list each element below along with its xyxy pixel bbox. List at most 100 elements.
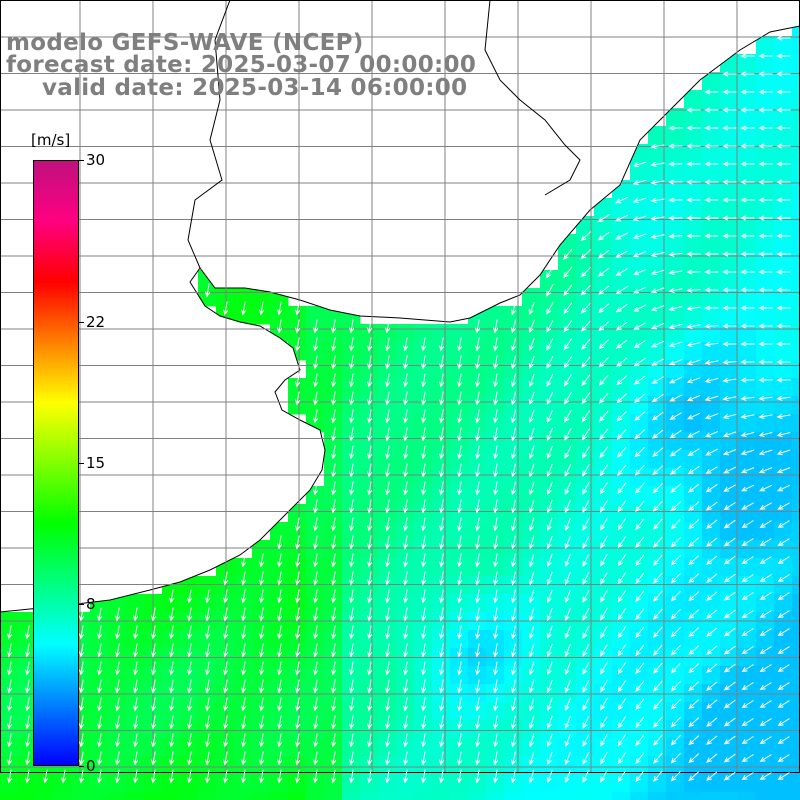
wind-arrow — [758, 161, 773, 167]
wind-arrow — [686, 125, 701, 131]
country-border — [484, 0, 581, 196]
wind-arrow — [723, 735, 736, 745]
wind-arrow — [758, 359, 773, 365]
wind-speed-cell — [522, 360, 541, 379]
wind-arrow — [617, 518, 627, 531]
wind-speed-cell — [540, 342, 559, 361]
wind-arrow — [669, 429, 682, 439]
wind-speed-cell — [792, 684, 800, 703]
wind-arrow — [403, 769, 409, 784]
wind-arrow — [564, 715, 571, 730]
wind-speed-cell — [792, 198, 800, 217]
wind-arrow — [564, 733, 571, 748]
wind-speed-cell — [666, 720, 685, 739]
wind-arrow — [97, 715, 103, 730]
wind-arrow — [758, 395, 773, 401]
wind-speed-cell — [792, 270, 800, 289]
wind-arrow — [546, 535, 553, 550]
wind-arrow — [777, 646, 790, 655]
wind-arrow — [7, 697, 13, 712]
wind-arrow — [295, 337, 301, 352]
wind-arrow — [635, 662, 645, 675]
wind-speed-cell — [162, 792, 181, 800]
wind-speed-cell — [720, 252, 739, 271]
wind-speed-cell — [792, 54, 800, 73]
wind-arrow — [759, 682, 772, 691]
wind-arrow — [259, 733, 265, 748]
wind-arrow — [600, 572, 608, 585]
wind-speed-cell — [0, 666, 19, 685]
wind-speed-cell — [558, 738, 577, 757]
wind-speed-cell — [288, 576, 307, 595]
wind-speed-cell — [774, 396, 793, 415]
wind-arrow — [740, 377, 755, 383]
wind-arrow — [668, 359, 683, 366]
wind-arrow — [7, 769, 13, 784]
wind-arrow — [349, 391, 355, 406]
wind-arrow — [650, 143, 665, 149]
wind-arrow — [367, 481, 373, 496]
wind-arrow — [740, 71, 755, 77]
wind-speed-cell — [720, 414, 739, 433]
wind-speed-cell — [630, 576, 649, 595]
wind-arrow — [688, 501, 700, 511]
wind-arrow — [457, 679, 463, 694]
wind-arrow — [421, 517, 427, 532]
wind-arrow — [421, 643, 427, 658]
wind-arrow — [668, 233, 683, 239]
wind-speed-cell — [342, 396, 361, 415]
wind-arrow — [493, 499, 499, 514]
wind-speed-cell — [558, 306, 577, 325]
wind-speed-cell — [558, 468, 577, 487]
wind-speed-cell — [504, 522, 523, 541]
wind-speed-cell — [360, 576, 379, 595]
wind-arrow — [151, 661, 157, 676]
wind-arrow — [669, 447, 682, 457]
wind-speed-cell — [666, 504, 685, 523]
wind-arrow — [403, 445, 409, 460]
wind-speed-cell — [576, 450, 595, 469]
wind-speed-cell — [648, 540, 667, 559]
wind-arrow — [421, 589, 427, 604]
wind-speed-cell — [288, 396, 307, 415]
wind-arrow — [493, 409, 499, 424]
wind-speed-cell — [414, 522, 433, 541]
wind-speed-cell — [720, 576, 739, 595]
wind-arrow — [457, 625, 463, 640]
wind-speed-cell — [378, 450, 397, 469]
wind-arrow — [205, 643, 211, 658]
wind-arrow — [617, 680, 627, 693]
wind-speed-cell — [648, 738, 667, 757]
wind-speed-cell — [486, 306, 505, 325]
wind-arrow — [331, 769, 337, 784]
wind-arrow — [457, 427, 463, 442]
wind-speed-cell — [648, 486, 667, 505]
wind-speed-cell — [306, 702, 325, 721]
wind-arrow — [564, 553, 571, 568]
wind-arrow — [616, 410, 627, 422]
wind-speed-cell — [378, 594, 397, 613]
wind-speed-cell — [792, 558, 800, 577]
wind-arrow — [563, 248, 573, 261]
wind-speed-cell — [342, 540, 361, 559]
wind-arrow — [632, 268, 647, 276]
wind-speed-cell — [666, 234, 685, 253]
wind-speed-cell — [612, 378, 631, 397]
wind-arrow — [546, 481, 553, 496]
wind-arrow — [223, 643, 229, 658]
wind-arrow — [349, 553, 355, 568]
wind-arrow — [367, 607, 373, 622]
wind-arrow — [493, 715, 499, 730]
wind-speed-cell — [720, 702, 739, 721]
wind-speed-cell — [540, 630, 559, 649]
wind-arrow — [776, 413, 791, 419]
wind-arrow — [723, 771, 736, 781]
wind-arrow — [493, 319, 499, 334]
wind-speed-cell — [486, 522, 505, 541]
wind-speed-cell — [558, 684, 577, 703]
wind-speed-cell — [288, 540, 307, 559]
wind-speed-cell — [756, 450, 775, 469]
wind-speed-cell — [594, 342, 613, 361]
wind-arrow — [367, 517, 373, 532]
wind-speed-cell — [522, 414, 541, 433]
